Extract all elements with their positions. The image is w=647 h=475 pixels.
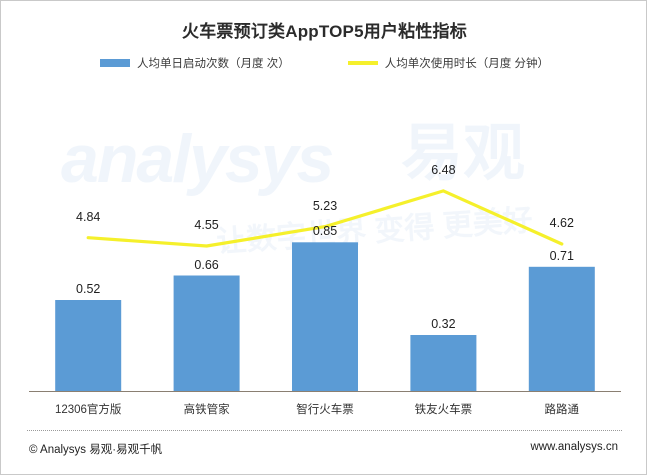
line-value-label: 5.23: [312, 198, 338, 213]
x-axis-category-label: 路路通: [544, 404, 580, 416]
legend-bar-swatch-icon: [100, 59, 131, 67]
x-axis-category-label: 12306官方版: [54, 404, 122, 416]
line-value-label: 4.62: [549, 216, 574, 230]
footer-copyright: © Analysys 易观·易观千帆: [29, 444, 163, 456]
bar-5[interactable]: [528, 266, 595, 392]
bar-value-label: 0.71: [549, 248, 574, 263]
footer-divider: [27, 430, 622, 431]
line-value-label: 6.48: [431, 162, 456, 177]
x-axis-category-label: 高铁管家: [183, 404, 230, 416]
legend-item-line-series[interactable]: 人均单次使用时长（月度 分钟）: [347, 55, 549, 71]
bar-value-label: 0.66: [194, 257, 219, 272]
line-value-label: 4.55: [194, 218, 219, 232]
chart-legend: 人均单日启动次数（月度 次） 人均单次使用时长（月度 分钟）: [1, 55, 646, 71]
bars-group: [55, 242, 595, 392]
legend-line-swatch-icon: [347, 61, 378, 65]
bar-2[interactable]: [173, 275, 240, 392]
chart-title: 火车票预订类AppTOP5用户粘性指标: [182, 22, 467, 41]
bar-value-label: 0.85: [312, 224, 338, 239]
footer-website-link[interactable]: www.analysys.cn: [530, 441, 618, 453]
bar-1[interactable]: [55, 300, 122, 391]
line-series-group: [86, 189, 564, 248]
bar-4[interactable]: [410, 335, 477, 391]
bar-3[interactable]: [292, 242, 358, 392]
legend-item-bar-series[interactable]: 人均单日启动次数（月度 次）: [100, 55, 290, 71]
line-value-label: 4.84: [76, 209, 101, 224]
x-axis-category-label: 铁友火车票: [414, 404, 473, 416]
bar-value-label: 0.32: [431, 317, 456, 331]
legend-item-label: 人均单日启动次数（月度 次）: [137, 58, 290, 70]
legend-item-label: 人均单次使用时长（月度 分钟）: [384, 58, 549, 70]
bar-value-label: 0.52: [76, 282, 101, 296]
line-series-path[interactable]: [86, 189, 564, 248]
x-axis-category-label: 智行火车票: [296, 404, 354, 416]
